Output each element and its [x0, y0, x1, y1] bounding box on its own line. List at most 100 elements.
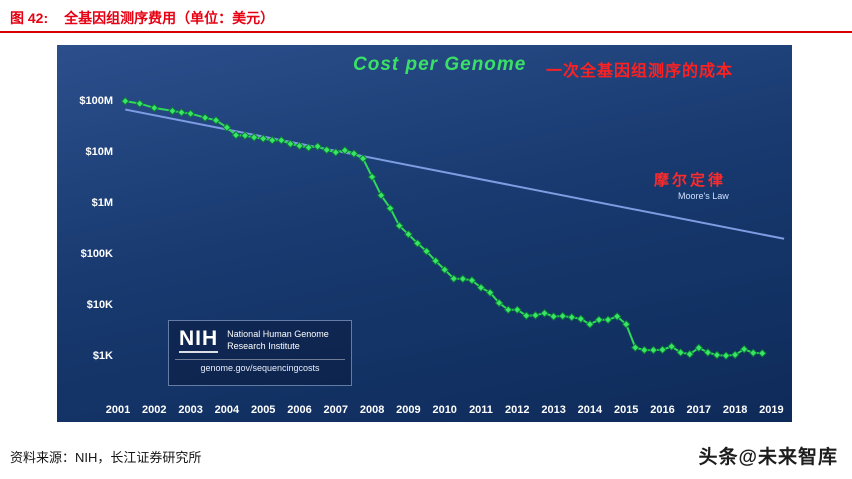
x-tick-label: 2008 — [360, 404, 384, 416]
data-point-marker — [467, 276, 477, 285]
data-point-marker — [603, 315, 613, 325]
data-point-marker — [649, 345, 658, 355]
data-point-marker — [413, 238, 422, 248]
chart-title-english: Cost per Genome — [353, 54, 527, 75]
data-point-marker — [395, 221, 404, 231]
data-point-marker — [313, 142, 322, 151]
data-point-marker — [730, 350, 740, 360]
data-point-marker — [200, 113, 210, 122]
nih-url: genome.gov/sequencingcosts — [175, 359, 345, 373]
x-tick-label: 2007 — [324, 404, 348, 416]
data-point-marker — [458, 274, 468, 284]
data-point-marker — [168, 106, 177, 116]
data-point-marker — [385, 204, 395, 213]
y-tick-label: $100K — [81, 248, 113, 260]
data-point-marker — [367, 172, 377, 182]
data-point-marker — [721, 351, 731, 360]
data-point-marker — [358, 154, 368, 163]
data-point-marker — [240, 131, 250, 140]
nih-logo: NIH — [179, 328, 219, 353]
data-point-marker — [322, 145, 332, 155]
nih-logo-row: NIH National Human Genome Research Insti… — [169, 321, 351, 357]
y-tick-label: $1M — [92, 197, 113, 209]
data-point-marker — [485, 288, 495, 297]
data-point-marker — [376, 191, 386, 200]
data-point-marker — [567, 312, 577, 322]
data-point-marker — [231, 130, 241, 140]
data-point-marker — [694, 343, 704, 353]
data-point-marker — [748, 348, 758, 358]
data-point-marker — [422, 246, 431, 256]
figure-label: 图 42: — [10, 10, 49, 26]
data-point-marker — [440, 265, 450, 275]
data-point-marker — [249, 133, 259, 142]
data-point-marker — [135, 99, 145, 108]
x-tick-label: 2012 — [505, 404, 529, 416]
data-point-marker — [685, 349, 695, 359]
cost-series-line — [125, 100, 763, 357]
x-tick-label: 2016 — [650, 404, 674, 416]
data-point-marker — [540, 308, 549, 318]
data-point-marker — [630, 343, 640, 352]
data-point-marker — [667, 342, 676, 351]
data-point-marker — [558, 311, 567, 321]
chart-svg: $100M $10M $1M $100K $10K $1K 2001 2002 2003 2004… — [79, 95, 785, 416]
x-tick-label: 2010 — [432, 404, 456, 416]
moores-law-label-chinese: 摩尔定律 — [654, 172, 727, 189]
data-point-marker — [149, 103, 159, 113]
data-point-marker — [531, 311, 540, 320]
data-point-marker — [494, 298, 504, 308]
figure-title: 全基因组测序费用（单位：美元） — [64, 10, 275, 26]
data-point-marker — [576, 314, 586, 324]
y-tick-label: $10M — [85, 146, 113, 158]
data-point-marker — [258, 134, 268, 143]
data-point-marker — [712, 350, 722, 360]
data-point-marker — [186, 109, 195, 118]
x-tick-label: 2018 — [723, 404, 747, 416]
data-point-marker — [340, 146, 350, 155]
x-tick-label: 2009 — [396, 404, 420, 416]
y-tick-label: $1K — [93, 350, 113, 362]
data-point-marker — [658, 345, 667, 355]
data-point-marker — [222, 123, 232, 132]
x-tick-label: 2002 — [142, 404, 166, 416]
nih-institute-name: National Human Genome Research Institute — [227, 329, 329, 352]
x-tick-label: 2011 — [469, 404, 493, 416]
data-point-marker — [503, 305, 513, 315]
x-tick-label: 2015 — [614, 404, 638, 416]
x-tick-label: 2017 — [687, 404, 711, 416]
x-tick-label: 2004 — [215, 404, 240, 416]
moores-law-label-english: Moore's Law — [678, 191, 729, 201]
data-source-note: 资料来源：NIH，长江证券研究所 — [10, 450, 202, 465]
data-point-marker — [703, 348, 713, 357]
data-point-marker — [349, 149, 359, 158]
nih-name-line2: Research Institute — [227, 340, 300, 351]
y-tick-label: $100M — [79, 95, 113, 107]
data-point-marker — [621, 319, 631, 329]
data-point-marker — [549, 312, 558, 321]
genome-cost-chart: $100M $10M $1M $100K $10K $1K 2001 2002 2003 2004… — [57, 45, 792, 422]
watermark-text: 头条@未来智库 — [698, 447, 838, 468]
data-point-marker — [449, 274, 459, 283]
data-point-marker — [304, 143, 313, 152]
data-point-marker — [594, 315, 604, 325]
x-tick-label: 2003 — [178, 404, 202, 416]
data-point-marker — [286, 139, 295, 149]
x-tick-label: 2019 — [759, 404, 783, 416]
x-tick-label: 2005 — [251, 404, 275, 416]
data-point-marker — [267, 136, 277, 145]
nih-name-line1: National Human Genome — [227, 328, 329, 339]
data-point-marker — [512, 305, 522, 315]
data-point-marker — [612, 312, 622, 321]
data-point-marker — [431, 256, 440, 266]
data-point-marker — [758, 348, 767, 358]
data-point-marker — [120, 96, 130, 106]
nih-logo-box: NIH National Human Genome Research Insti… — [168, 320, 352, 386]
figure-caption: 图 42: 全基因组测序费用（单位：美元） — [10, 8, 274, 28]
x-tick-label: 2014 — [578, 404, 603, 416]
y-tick-label: $10K — [87, 299, 113, 311]
data-point-marker — [676, 348, 685, 357]
data-point-marker — [739, 344, 749, 354]
moores-law-line — [125, 108, 785, 240]
